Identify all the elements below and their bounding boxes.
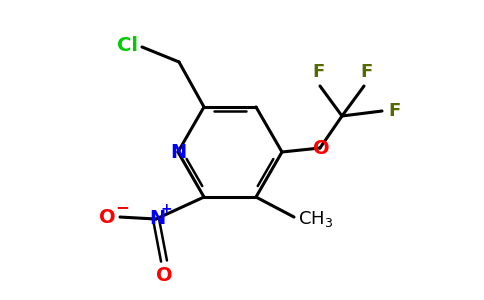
Text: CH$_3$: CH$_3$ [298,209,333,229]
Text: +: + [160,202,172,216]
Text: Cl: Cl [117,37,138,56]
Text: O: O [156,266,172,285]
Text: F: F [388,102,400,120]
Text: F: F [360,63,372,81]
Text: F: F [312,63,324,81]
Text: O: O [99,208,116,226]
Text: −: − [115,198,129,216]
Text: O: O [313,139,329,158]
Text: N: N [149,208,165,227]
Text: N: N [170,142,186,161]
